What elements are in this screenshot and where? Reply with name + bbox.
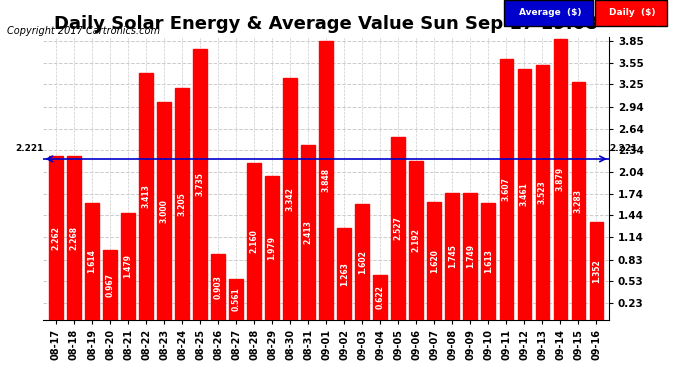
Bar xyxy=(355,204,369,320)
Text: 1.613: 1.613 xyxy=(484,249,493,273)
Bar xyxy=(428,202,441,320)
Bar xyxy=(67,156,81,320)
Bar xyxy=(284,78,297,320)
Bar xyxy=(104,250,117,320)
Bar xyxy=(247,164,261,320)
Text: 3.283: 3.283 xyxy=(574,189,583,213)
Text: 1.263: 1.263 xyxy=(339,262,348,286)
Bar xyxy=(464,193,477,320)
Bar xyxy=(86,203,99,320)
Bar xyxy=(446,194,459,320)
Bar xyxy=(266,176,279,320)
Bar xyxy=(139,73,152,320)
Bar xyxy=(553,39,567,320)
Bar xyxy=(49,156,63,320)
Text: 1.745: 1.745 xyxy=(448,244,457,268)
Text: 1.979: 1.979 xyxy=(268,236,277,260)
Text: 0.903: 0.903 xyxy=(214,275,223,299)
Text: 0.561: 0.561 xyxy=(232,288,241,311)
Bar xyxy=(518,69,531,320)
Title: Daily Solar Energy & Average Value Sun Sep 17 19:08: Daily Solar Energy & Average Value Sun S… xyxy=(55,15,598,33)
Text: 3.413: 3.413 xyxy=(141,184,150,208)
Text: 3.205: 3.205 xyxy=(177,192,186,216)
Text: 1.479: 1.479 xyxy=(124,254,132,278)
Text: 3.000: 3.000 xyxy=(159,199,168,223)
Text: 2.268: 2.268 xyxy=(70,226,79,250)
Text: 3.607: 3.607 xyxy=(502,177,511,201)
Text: 1.614: 1.614 xyxy=(88,249,97,273)
Bar xyxy=(121,213,135,320)
Text: 1.749: 1.749 xyxy=(466,244,475,268)
Bar xyxy=(409,161,423,320)
Bar xyxy=(535,64,549,320)
Bar xyxy=(229,279,243,320)
Bar xyxy=(302,145,315,320)
Bar xyxy=(193,49,207,320)
Text: Daily  ($): Daily ($) xyxy=(609,8,656,17)
Text: 3.461: 3.461 xyxy=(520,183,529,206)
Bar xyxy=(211,254,225,320)
Text: 3.523: 3.523 xyxy=(538,180,546,204)
Text: 3.879: 3.879 xyxy=(555,167,565,191)
Text: 2.527: 2.527 xyxy=(394,216,403,240)
Text: Copyright 2017 Cartronics.com: Copyright 2017 Cartronics.com xyxy=(7,26,160,36)
Text: 3.848: 3.848 xyxy=(322,168,331,192)
Bar xyxy=(571,82,585,320)
Text: 1.352: 1.352 xyxy=(592,259,601,283)
Text: 2.160: 2.160 xyxy=(250,230,259,254)
Text: 3.342: 3.342 xyxy=(286,187,295,211)
Text: 2.413: 2.413 xyxy=(304,220,313,244)
Text: 2.221: 2.221 xyxy=(15,144,43,153)
Bar xyxy=(589,222,603,320)
Text: 3.735: 3.735 xyxy=(195,172,204,196)
Bar xyxy=(337,228,351,320)
Text: 1.602: 1.602 xyxy=(357,250,366,274)
Bar xyxy=(482,203,495,320)
Bar xyxy=(157,102,171,320)
Bar xyxy=(319,41,333,320)
Bar xyxy=(391,137,405,320)
Text: 2.192: 2.192 xyxy=(412,228,421,252)
Text: 1.620: 1.620 xyxy=(430,249,439,273)
Bar xyxy=(373,274,387,320)
Bar xyxy=(500,58,513,320)
Text: 0.967: 0.967 xyxy=(106,273,115,297)
Bar xyxy=(175,88,189,320)
Text: 2.262: 2.262 xyxy=(52,226,61,250)
Text: Average  ($): Average ($) xyxy=(520,8,582,17)
Text: 0.622: 0.622 xyxy=(375,285,385,309)
Text: 2.221: 2.221 xyxy=(609,144,638,153)
